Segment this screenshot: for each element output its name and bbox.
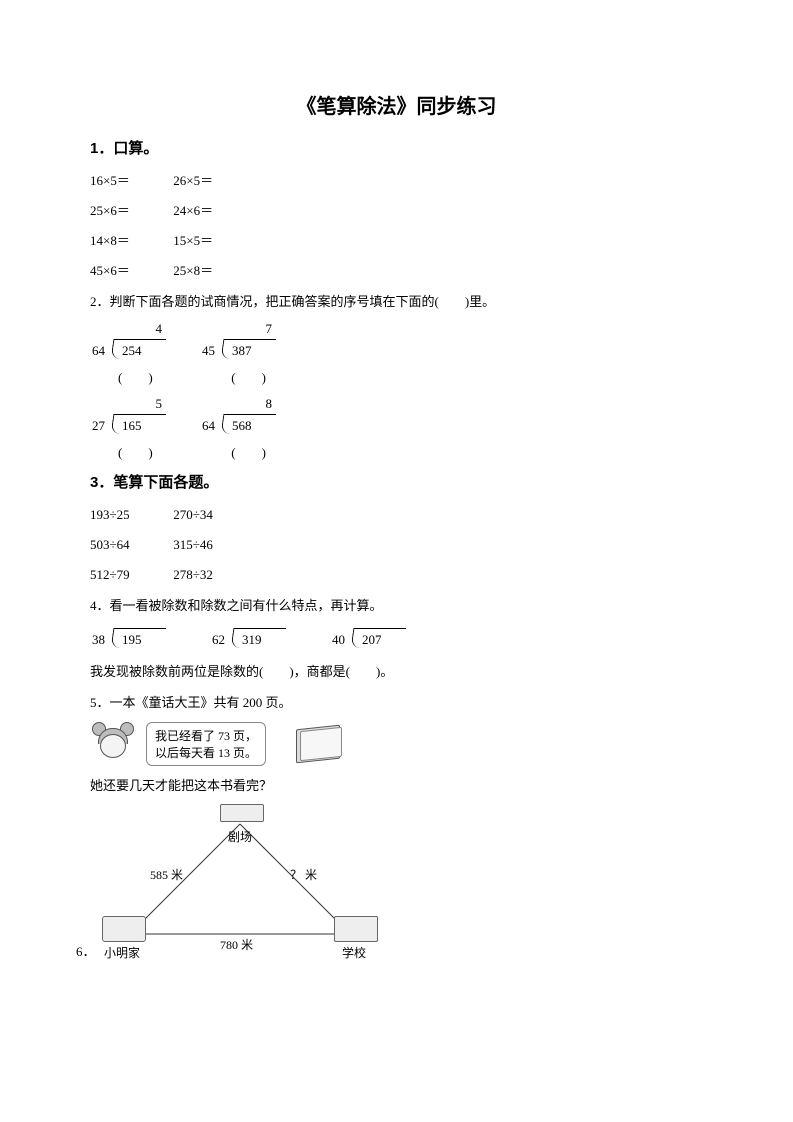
long-division: 7 45 387 <box>200 321 280 365</box>
dividend: 165 <box>122 418 142 434</box>
q5-ask: 她还要几天才能把这本书看完？ <box>90 774 703 799</box>
q5-illustration: 我已经看了 73 页， 以后每天看 13 页。 <box>90 722 703 766</box>
quotient: 8 <box>266 396 273 412</box>
home-icon <box>102 916 146 942</box>
book-icon <box>296 727 340 761</box>
divisor: 38 <box>92 632 105 648</box>
q3-row: 503÷64 315÷46 <box>90 532 703 558</box>
divisor: 64 <box>92 343 105 359</box>
q2-parens: ( ) ( ) <box>90 367 703 386</box>
q3-row: 512÷79 278÷32 <box>90 562 703 588</box>
q2-group1: 4 64 254 7 45 387 <box>90 321 703 365</box>
q1-row: 25×6＝ 24×6＝ <box>90 198 703 224</box>
q1-row: 16×5＝ 26×5＝ <box>90 168 703 194</box>
quotient: 7 <box>266 321 273 337</box>
divisor: 45 <box>202 343 215 359</box>
theater-icon <box>220 804 264 822</box>
bubble-line1: 我已经看了 73 页， <box>155 727 257 744</box>
paren-blank: ( ) <box>90 442 200 461</box>
long-division: 4 64 254 <box>90 321 170 365</box>
q3-cell: 315÷46 <box>173 532 253 558</box>
q6-diagram: 6． 剧场 585 米 ？ 米 780 米 小明家 学校 <box>90 804 390 954</box>
long-division: 40 207 <box>330 624 410 654</box>
q1-cell: 15×5＝ <box>173 228 253 254</box>
page-title: 《笔算除法》同步练习 <box>90 90 703 119</box>
q1-cell: 24×6＝ <box>173 198 253 224</box>
divisor: 40 <box>332 632 345 648</box>
q1-cell: 16×5＝ <box>90 168 170 194</box>
paren-blank: ( ) <box>203 367 313 386</box>
long-division: 8 64 568 <box>200 396 280 440</box>
dividend: 254 <box>122 343 142 359</box>
dividend: 319 <box>242 632 262 648</box>
q3-row: 193÷25 270÷34 <box>90 502 703 528</box>
q2-text: 2．判断下面各题的试商情况，把正确答案的序号填在下面的( )里。 <box>90 290 703 315</box>
q4-items: 38 195 62 319 40 207 <box>90 624 703 654</box>
dividend: 195 <box>122 632 142 648</box>
q2-group2: 5 27 165 8 64 568 <box>90 396 703 440</box>
speech-bubble: 我已经看了 73 页， 以后每天看 13 页。 <box>146 722 266 766</box>
long-division: 5 27 165 <box>90 396 170 440</box>
q3-cell: 270÷34 <box>173 502 253 528</box>
quotient: 4 <box>156 321 163 337</box>
q1-cell: 25×6＝ <box>90 198 170 224</box>
q1-cell: 14×8＝ <box>90 228 170 254</box>
q1-cell: 25×8＝ <box>173 258 253 284</box>
label-top: 剧场 <box>228 828 252 845</box>
label-bottom-dist: 780 米 <box>220 936 253 953</box>
q3-cell: 503÷64 <box>90 532 170 558</box>
dividend: 207 <box>362 632 382 648</box>
q5-text: 5．一本《童话大王》共有 200 页。 <box>90 691 703 716</box>
q4-conclusion: 我发现被除数前两位是除数的( )，商都是( )。 <box>90 660 703 685</box>
divisor: 64 <box>202 418 215 434</box>
label-left-dist: 585 米 <box>150 866 183 883</box>
dividend: 568 <box>232 418 252 434</box>
label-bottom-right: 学校 <box>342 944 366 961</box>
paren-blank: ( ) <box>203 442 313 461</box>
dividend: 387 <box>232 343 252 359</box>
q1-cell: 26×5＝ <box>173 168 253 194</box>
q1-row: 14×8＝ 15×5＝ <box>90 228 703 254</box>
q3-cell: 193÷25 <box>90 502 170 528</box>
q3-cell: 278÷32 <box>173 562 253 588</box>
q1-head: 1．口算。 <box>90 137 703 158</box>
divisor: 27 <box>92 418 105 434</box>
paren-blank: ( ) <box>90 367 200 386</box>
label-right-dist: ？ 米 <box>290 866 317 883</box>
quotient: 5 <box>156 396 163 412</box>
label-bottom-left: 小明家 <box>104 944 140 961</box>
q4-text: 4．看一看被除数和除数之间有什么特点，再计算。 <box>90 594 703 619</box>
girl-icon <box>90 722 136 766</box>
divisor: 62 <box>212 632 225 648</box>
long-division: 62 319 <box>210 624 290 654</box>
q1-row: 45×6＝ 25×8＝ <box>90 258 703 284</box>
q1-cell: 45×6＝ <box>90 258 170 284</box>
school-icon <box>334 916 378 942</box>
q3-head: 3．笔算下面各题。 <box>90 471 703 492</box>
bubble-line2: 以后每天看 13 页。 <box>155 744 257 761</box>
q3-cell: 512÷79 <box>90 562 170 588</box>
long-division: 38 195 <box>90 624 170 654</box>
q2-parens: ( ) ( ) <box>90 442 703 461</box>
